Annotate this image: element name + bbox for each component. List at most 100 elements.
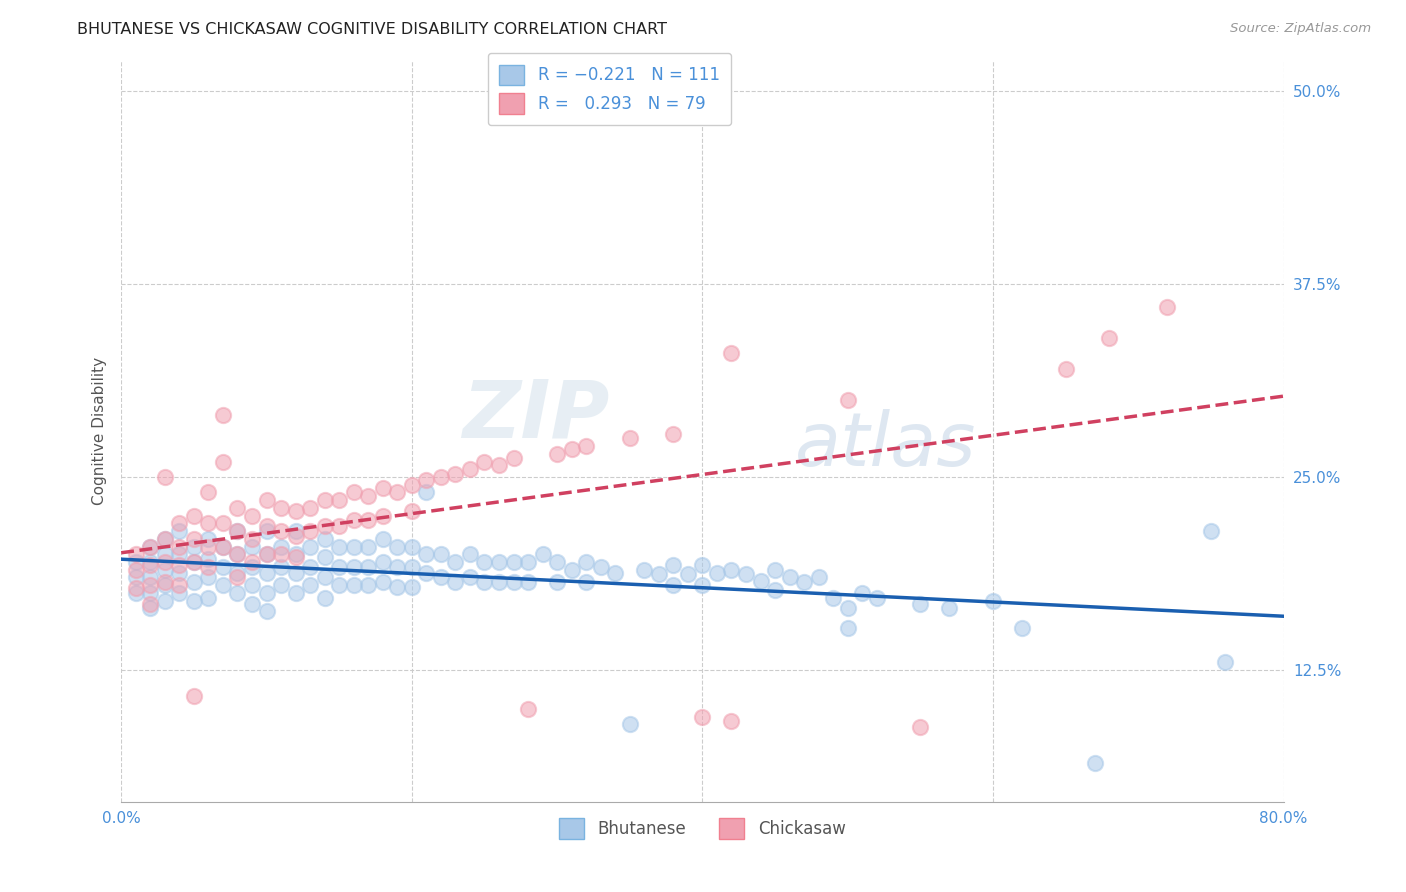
Point: [169, 540, 191, 554]
Point: [371, 555, 394, 569]
Point: [415, 566, 437, 580]
Point: [401, 559, 423, 574]
Point: [430, 570, 453, 584]
Point: [387, 559, 409, 574]
Point: [415, 547, 437, 561]
Point: [488, 555, 510, 569]
Point: [328, 519, 350, 533]
Point: [531, 547, 554, 561]
Text: atlas: atlas: [796, 409, 977, 482]
Point: [299, 559, 322, 574]
Point: [212, 559, 235, 574]
Point: [314, 519, 336, 533]
Point: [387, 580, 409, 594]
Point: [197, 485, 219, 500]
Point: [153, 593, 176, 607]
Point: [343, 578, 366, 592]
Point: [633, 563, 655, 577]
Point: [474, 555, 496, 569]
Point: [139, 558, 162, 572]
Point: [212, 516, 235, 531]
Point: [605, 566, 627, 580]
Point: [183, 555, 205, 569]
Point: [183, 690, 205, 704]
Point: [401, 580, 423, 594]
Point: [720, 346, 742, 360]
Point: [139, 555, 162, 569]
Point: [343, 559, 366, 574]
Point: [444, 555, 467, 569]
Legend: Bhutanese, Chickasaw: Bhutanese, Chickasaw: [553, 812, 852, 846]
Point: [517, 575, 540, 590]
Point: [793, 575, 815, 590]
Point: [371, 508, 394, 523]
Point: [125, 563, 148, 577]
Point: [910, 720, 932, 734]
Point: [139, 601, 162, 615]
Point: [430, 547, 453, 561]
Point: [910, 597, 932, 611]
Point: [706, 566, 728, 580]
Point: [763, 563, 786, 577]
Point: [474, 454, 496, 468]
Point: [357, 540, 380, 554]
Point: [256, 586, 278, 600]
Point: [314, 532, 336, 546]
Point: [153, 555, 176, 569]
Point: [1011, 622, 1033, 636]
Point: [981, 593, 1004, 607]
Point: [139, 578, 162, 592]
Point: [692, 578, 714, 592]
Point: [546, 555, 568, 569]
Point: [212, 540, 235, 554]
Point: [197, 532, 219, 546]
Point: [169, 547, 191, 561]
Point: [357, 559, 380, 574]
Point: [1199, 524, 1222, 538]
Point: [735, 567, 758, 582]
Point: [270, 547, 292, 561]
Point: [240, 597, 263, 611]
Point: [183, 508, 205, 523]
Text: Source: ZipAtlas.com: Source: ZipAtlas.com: [1230, 22, 1371, 36]
Point: [197, 591, 219, 605]
Point: [139, 597, 162, 611]
Point: [284, 504, 307, 518]
Point: [153, 563, 176, 577]
Point: [1215, 656, 1237, 670]
Point: [183, 532, 205, 546]
Point: [226, 547, 249, 561]
Point: [284, 547, 307, 561]
Point: [169, 566, 191, 580]
Point: [387, 540, 409, 554]
Point: [692, 558, 714, 572]
Point: [125, 555, 148, 569]
Point: [502, 451, 524, 466]
Point: [169, 586, 191, 600]
Point: [648, 567, 671, 582]
Y-axis label: Cognitive Disability: Cognitive Disability: [93, 357, 107, 505]
Point: [676, 567, 699, 582]
Point: [444, 575, 467, 590]
Point: [226, 524, 249, 538]
Point: [169, 578, 191, 592]
Point: [153, 575, 176, 590]
Point: [284, 550, 307, 565]
Point: [183, 593, 205, 607]
Point: [139, 540, 162, 554]
Point: [589, 559, 612, 574]
Point: [212, 408, 235, 422]
Point: [299, 500, 322, 515]
Point: [575, 439, 598, 453]
Point: [270, 540, 292, 554]
Point: [823, 591, 845, 605]
Point: [270, 500, 292, 515]
Point: [415, 473, 437, 487]
Point: [662, 578, 685, 592]
Point: [284, 586, 307, 600]
Point: [256, 493, 278, 508]
Point: [314, 570, 336, 584]
Point: [125, 586, 148, 600]
Point: [371, 532, 394, 546]
Point: [474, 575, 496, 590]
